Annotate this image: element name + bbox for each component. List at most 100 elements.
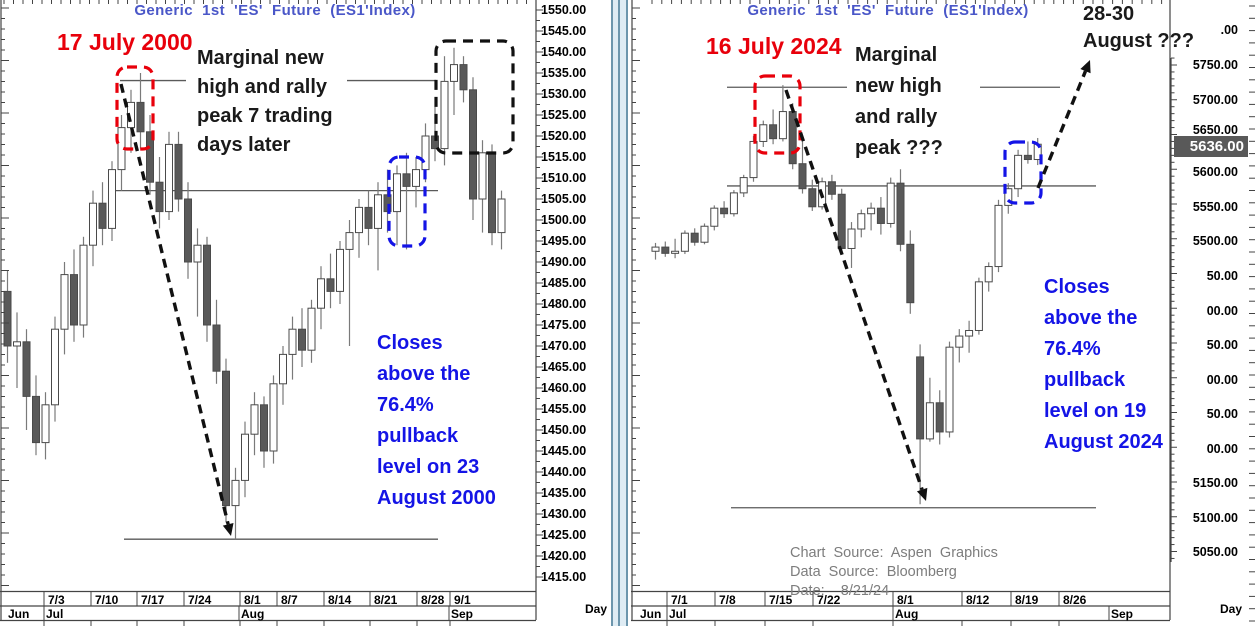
dashed-highlight-box (753, 74, 802, 155)
candle-up (478, 152, 487, 200)
left-day-interval-label: Day (584, 602, 607, 616)
candle-up (984, 266, 993, 283)
left-pullback-note: Closes above the 76.4% pullback level on… (377, 332, 496, 509)
dashed-trend-arrow (1036, 70, 1088, 189)
candle-down (1023, 154, 1032, 161)
left-chart-title: Generic 1st 'ES' Future (ES1'Index) (134, 2, 416, 19)
candle-down (916, 356, 925, 440)
candle-up (13, 341, 21, 347)
dashed-highlight-box (1003, 140, 1043, 205)
panel-divider (611, 0, 628, 626)
candle-down (203, 244, 211, 326)
candle-down (3, 290, 12, 347)
candle-down (212, 324, 221, 372)
candle-up (778, 111, 787, 140)
candle-down (488, 152, 496, 234)
candle-up (749, 140, 758, 179)
dashed-highlight-box (115, 65, 155, 151)
candle-up (710, 207, 719, 227)
candle-up (108, 169, 116, 229)
candle-up (79, 244, 88, 326)
candle-down (222, 370, 230, 507)
candle-up (355, 206, 363, 234)
candle-up (288, 328, 297, 355)
source-attribution-note: Chart Source: Aspen Graphics Data Source… (790, 545, 998, 599)
candle-up (193, 244, 202, 263)
candle-down (298, 328, 306, 351)
candle-up (165, 143, 173, 213)
candle-down (32, 395, 40, 444)
candle-up (41, 404, 50, 444)
candle-down (459, 64, 468, 91)
candle-up (393, 173, 401, 213)
candle-up (89, 202, 97, 246)
right-peak-note: Marginal new high and rally peak ??? (855, 44, 943, 159)
candle-up (497, 198, 506, 234)
candle-up (1004, 188, 1013, 206)
candle-up (700, 225, 709, 243)
candle-up (886, 182, 895, 224)
candle-up (955, 335, 964, 348)
candle-up (374, 194, 382, 229)
candle-down (98, 202, 107, 229)
candle-up (412, 169, 420, 187)
candle-down (798, 163, 807, 190)
candle-up (450, 64, 458, 82)
candle-up (231, 479, 240, 507)
candle-down (469, 89, 477, 200)
candle-up (867, 207, 876, 215)
candle-up (965, 329, 974, 337)
candle-up (759, 124, 768, 142)
candle-down (876, 207, 885, 224)
candle-down (896, 182, 905, 245)
candle-up (250, 404, 259, 435)
candle-down (690, 232, 699, 243)
left-peak-date-label: 17 July 2000 (57, 29, 193, 55)
candle-up (317, 278, 325, 309)
candle-up (1014, 154, 1023, 190)
candle-up (857, 213, 866, 230)
last-price-badge: 5636.00 (1174, 136, 1248, 157)
candle-down (146, 131, 154, 183)
right-pullback-note: Closes above the 76.4% pullback level on… (1044, 276, 1163, 453)
candle-down (808, 188, 817, 208)
candle-up (345, 232, 354, 250)
dashed-trend-arrow (784, 89, 924, 491)
candle-up (974, 281, 983, 331)
candle-down (22, 341, 31, 397)
candle-up (729, 192, 738, 215)
candle-up (994, 204, 1003, 268)
candle-up (269, 383, 278, 452)
candle-down (769, 124, 778, 140)
candle-up (440, 80, 449, 150)
candle-up (651, 246, 660, 252)
arrowhead (1080, 60, 1091, 74)
dashed-highlight-box (387, 155, 427, 248)
right-peak-date-label: 16 July 2024 (706, 33, 842, 59)
candle-down (70, 274, 78, 326)
candle-down (661, 246, 670, 254)
candle-up (945, 346, 954, 433)
candle-down (827, 181, 836, 195)
candle-down (174, 143, 183, 200)
candle-up (847, 228, 856, 249)
candle-up (241, 433, 249, 481)
candle-up (671, 250, 680, 254)
candle-down (136, 101, 145, 133)
right-chart-title: Generic 1st 'ES' Future (ES1'Index) (747, 2, 1029, 19)
left-peak-note: Marginal new high and rally peak 7 tradi… (197, 47, 333, 156)
candle-up (307, 307, 316, 351)
candle-up (739, 177, 748, 194)
candle-down (260, 404, 268, 452)
dashed-highlight-box (434, 39, 515, 155)
arrowhead (222, 523, 234, 536)
candle-up (925, 402, 934, 440)
candle-down (364, 206, 373, 229)
candle-down (326, 278, 335, 292)
dashed-trend-arrow (119, 83, 230, 525)
arrowhead (916, 487, 928, 501)
right-day-interval-label: Day (1219, 602, 1242, 616)
candle-down (935, 402, 944, 433)
right-august-note: 28-30 August ??? (1083, 3, 1195, 52)
